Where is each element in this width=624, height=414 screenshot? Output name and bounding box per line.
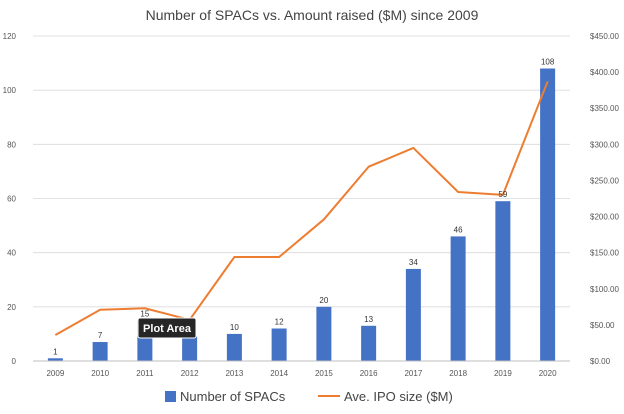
bar-data-label: 13 bbox=[364, 315, 373, 324]
left-tick-label: 60 bbox=[7, 195, 16, 204]
x-axis: 2009 2010 2011 2012 2013 2014 2015 2016 2017 2018… bbox=[33, 360, 570, 378]
x-tick-label: 2010 bbox=[91, 369, 109, 378]
bar-data-label: 7 bbox=[98, 331, 103, 340]
bar-data-label: 59 bbox=[498, 190, 507, 199]
x-tick-label: 2009 bbox=[46, 369, 64, 378]
right-tick-label: $0.00 bbox=[590, 357, 611, 366]
bar-data-label: 15 bbox=[140, 309, 149, 318]
left-tick-label: 100 bbox=[3, 86, 17, 95]
right-tick-label: $400.00 bbox=[590, 68, 619, 77]
tooltip-label: Plot Area bbox=[143, 323, 192, 335]
line-series bbox=[54, 81, 549, 336]
left-tick-label: 40 bbox=[7, 249, 16, 258]
bar bbox=[226, 333, 242, 361]
x-tick-label: 2014 bbox=[270, 369, 288, 378]
right-tick-label: $350.00 bbox=[590, 104, 619, 113]
tooltip-box bbox=[137, 317, 197, 339]
gridlines bbox=[33, 35, 570, 308]
ipo-size-line bbox=[54, 81, 549, 336]
x-tick-label: 2018 bbox=[449, 369, 467, 378]
x-tick-label: 2019 bbox=[494, 369, 512, 378]
bar bbox=[271, 328, 287, 361]
left-tick-label: 20 bbox=[7, 303, 16, 312]
x-tick-label: 2016 bbox=[360, 369, 378, 378]
left-tick-label: 0 bbox=[12, 357, 17, 366]
legend: Number of SPACs Ave. IPO size ($M) bbox=[165, 389, 453, 404]
bar bbox=[47, 358, 63, 361]
left-tick-label: 120 bbox=[3, 32, 17, 41]
x-tick-label: 2013 bbox=[225, 369, 243, 378]
bar bbox=[182, 336, 198, 361]
bar bbox=[540, 68, 556, 361]
bar bbox=[405, 268, 421, 361]
bar-data-label: 10 bbox=[230, 323, 239, 332]
data-labels: 1 7 15 10 12 20 13 34 46 59 108 bbox=[53, 58, 555, 357]
right-tick-label: $450.00 bbox=[590, 32, 619, 41]
left-y-axis: 0 20 40 60 80 100 120 bbox=[3, 32, 17, 366]
bar-data-label: 1 bbox=[53, 347, 58, 356]
x-tick-label: 2015 bbox=[315, 369, 333, 378]
bar bbox=[450, 236, 466, 361]
left-tick-label: 80 bbox=[7, 140, 16, 149]
right-tick-label: $300.00 bbox=[590, 140, 619, 149]
x-tick-label: 2011 bbox=[136, 369, 154, 378]
x-tick-label: 2020 bbox=[539, 369, 557, 378]
legend-label-line: Ave. IPO size ($M) bbox=[344, 389, 453, 404]
legend-label-bars: Number of SPACs bbox=[180, 389, 286, 404]
right-tick-label: $250.00 bbox=[590, 176, 619, 185]
bar-data-label: 12 bbox=[275, 318, 284, 327]
bar-data-label: 34 bbox=[409, 258, 418, 267]
bar bbox=[316, 306, 332, 361]
bar-data-label: 46 bbox=[454, 225, 463, 234]
bar bbox=[495, 201, 511, 361]
right-tick-label: $200.00 bbox=[590, 213, 619, 222]
bar-data-label: 20 bbox=[319, 296, 328, 305]
x-tick-label: 2017 bbox=[404, 369, 422, 378]
bar bbox=[92, 342, 108, 361]
right-tick-label: $50.00 bbox=[590, 321, 615, 330]
bar-series bbox=[47, 68, 556, 361]
bar-data-label: 108 bbox=[541, 58, 555, 67]
right-tick-label: $150.00 bbox=[590, 249, 619, 258]
right-tick-label: $100.00 bbox=[590, 285, 619, 294]
chart-title: Number of SPACs vs. Amount raised ($M) s… bbox=[146, 7, 479, 23]
plot-area-tooltip: Plot Area bbox=[137, 317, 197, 339]
legend-swatch-bars bbox=[165, 391, 176, 402]
bar bbox=[361, 325, 377, 361]
x-tick-label: 2012 bbox=[181, 369, 199, 378]
right-y-axis: $0.00 $50.00 $100.00 $150.00 $200.00 $250.00 $… bbox=[590, 32, 619, 366]
